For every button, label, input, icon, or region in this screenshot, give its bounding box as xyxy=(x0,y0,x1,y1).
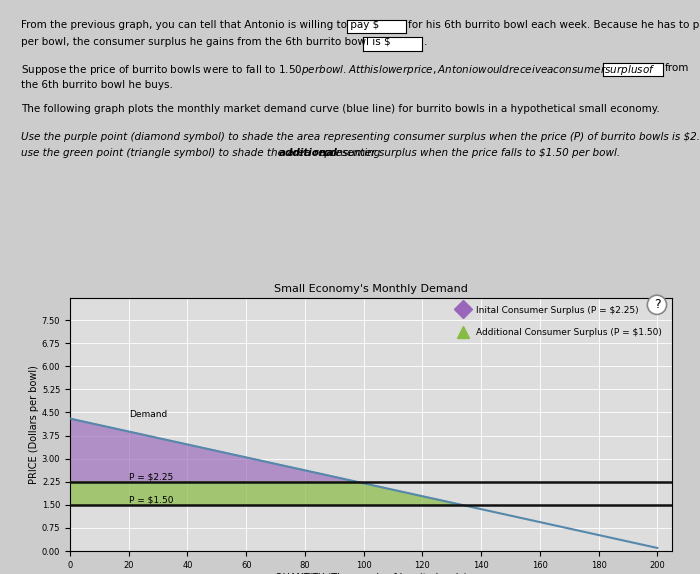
Text: P = $1.50: P = $1.50 xyxy=(129,496,173,505)
Title: Small Economy's Monthly Demand: Small Economy's Monthly Demand xyxy=(274,284,468,293)
Text: per bowl, the consumer surplus he gains from the 6th burrito bowl is $: per bowl, the consumer surplus he gains … xyxy=(21,37,391,47)
X-axis label: QUANTITY (Thousands of burrito bowls): QUANTITY (Thousands of burrito bowls) xyxy=(275,572,467,574)
Text: the 6th burrito bowl he buys.: the 6th burrito bowl he buys. xyxy=(21,80,173,90)
Text: .: . xyxy=(424,37,428,47)
Text: for his 6th burrito bowl each week. Because he has to pay only $2.25: for his 6th burrito bowl each week. Beca… xyxy=(408,20,700,30)
Text: The following graph plots the monthly market demand curve (blue line) for burrit: The following graph plots the monthly ma… xyxy=(21,104,659,114)
Polygon shape xyxy=(70,418,357,482)
Text: P = $2.25: P = $2.25 xyxy=(129,472,173,482)
Text: use the green point (triangle symbol) to shade the area representing: use the green point (triangle symbol) to… xyxy=(21,148,384,158)
Text: from: from xyxy=(665,63,690,73)
Text: Demand: Demand xyxy=(129,410,167,419)
Y-axis label: PRICE (Dollars per bowl): PRICE (Dollars per bowl) xyxy=(29,365,39,484)
Polygon shape xyxy=(70,482,461,505)
Text: Use the purple point (diamond symbol) to shade the area representing consumer su: Use the purple point (diamond symbol) to… xyxy=(21,132,700,142)
Legend: Inital Consumer Surplus (P = $2.25), Additional Consumer Surplus (P = $1.50): Inital Consumer Surplus (P = $2.25), Add… xyxy=(454,305,662,337)
Text: Suppose the price of burrito bowls were to fall to $1.50 per bowl. At this lower: Suppose the price of burrito bowls were … xyxy=(21,63,655,77)
Text: consumer surplus when the price falls to $1.50 per bowl.: consumer surplus when the price falls to… xyxy=(321,148,620,158)
Text: From the previous graph, you can tell that Antonio is willing to pay $: From the previous graph, you can tell th… xyxy=(21,20,379,30)
Text: additional: additional xyxy=(279,148,337,158)
Text: ?: ? xyxy=(654,298,660,311)
